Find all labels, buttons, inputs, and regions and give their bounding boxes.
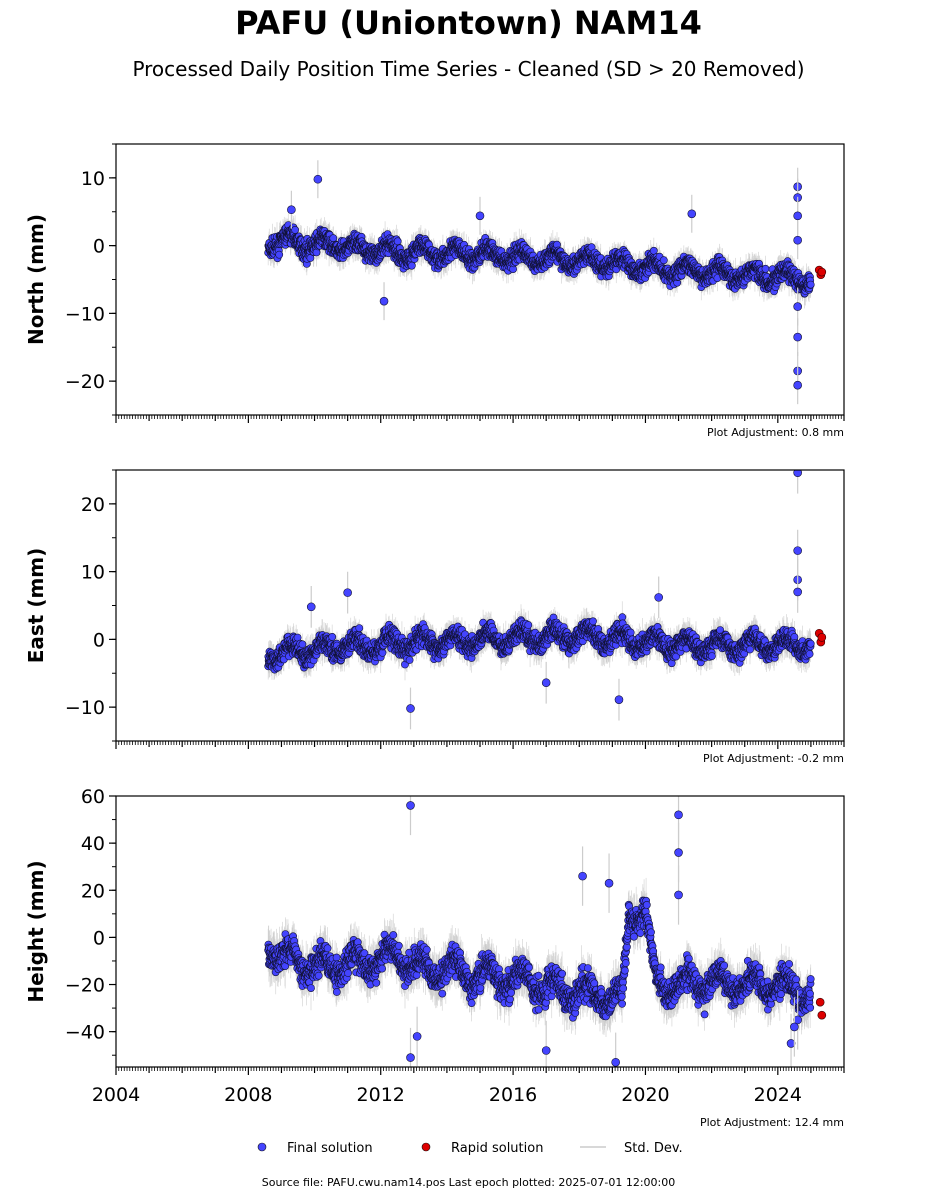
- final-outlier-point: [687, 209, 697, 219]
- y-tick-label: −20: [65, 371, 105, 393]
- y-tick-label: −10: [65, 303, 105, 325]
- final-outlier-point: [287, 205, 296, 215]
- plot-area: [264, 160, 827, 405]
- rapid-point: [817, 267, 827, 277]
- final-outlier-point: [793, 332, 802, 342]
- final-outlier-point: [475, 211, 485, 221]
- final-point: [761, 264, 770, 273]
- final-point: [407, 261, 416, 270]
- final-outlier-point: [793, 235, 802, 245]
- figure-subtitle: Processed Daily Position Time Series - C…: [132, 57, 805, 81]
- final-point: [659, 256, 668, 265]
- final-outlier-point: [793, 211, 802, 221]
- final-point: [329, 234, 338, 243]
- final-outlier-point: [793, 380, 802, 390]
- final-solution-points: [264, 221, 815, 298]
- y-tick-label: 0: [93, 236, 105, 258]
- final-outlier-point: [313, 174, 323, 184]
- final-point: [275, 250, 284, 259]
- figure-title: PAFU (Uniontown) NAM14: [235, 4, 702, 42]
- final-point: [291, 225, 299, 234]
- final-outlier-point: [379, 296, 389, 306]
- final-outlier-point: [793, 302, 802, 311]
- y-tick-label: 10: [81, 168, 105, 190]
- final-point: [806, 280, 815, 289]
- final-point: [393, 237, 402, 246]
